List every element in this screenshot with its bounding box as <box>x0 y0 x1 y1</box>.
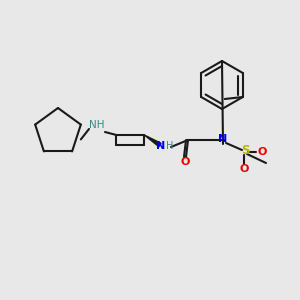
Text: N: N <box>156 141 166 151</box>
Text: N: N <box>218 134 228 144</box>
Text: S: S <box>241 145 249 158</box>
Text: O: O <box>257 147 267 157</box>
Text: H: H <box>166 141 173 151</box>
Polygon shape <box>144 135 161 147</box>
Text: O: O <box>239 164 249 174</box>
Text: NH: NH <box>89 120 105 130</box>
Text: O: O <box>180 157 190 167</box>
